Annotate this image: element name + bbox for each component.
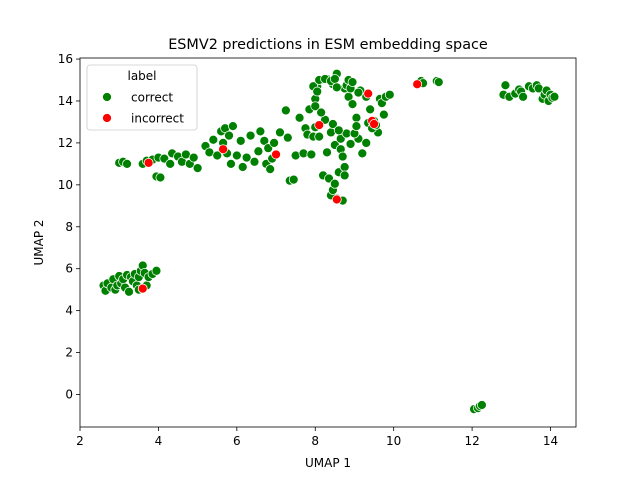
point-correct bbox=[331, 82, 342, 93]
series-correct bbox=[98, 68, 560, 415]
point-correct bbox=[549, 91, 560, 102]
legend-marker-correct bbox=[102, 92, 112, 102]
point-correct bbox=[282, 132, 293, 143]
point-correct bbox=[310, 101, 321, 112]
x-tick-label: 6 bbox=[233, 434, 241, 448]
y-tick-label: 14 bbox=[58, 94, 73, 108]
x-tick-label: 14 bbox=[543, 434, 558, 448]
point-correct bbox=[329, 74, 340, 84]
x-axis: 2 4 6 8 10 12 14 bbox=[76, 427, 558, 448]
point-correct bbox=[122, 159, 132, 169]
point-correct bbox=[269, 138, 279, 148]
legend: label correct incorrect bbox=[86, 64, 198, 131]
point-correct bbox=[188, 152, 199, 163]
legend-marker-incorrect bbox=[102, 113, 112, 123]
point-correct bbox=[192, 163, 203, 173]
point-correct bbox=[151, 265, 162, 276]
point-correct bbox=[245, 130, 256, 141]
point-correct bbox=[249, 156, 260, 167]
point-correct bbox=[333, 125, 344, 136]
point-incorrect bbox=[314, 120, 325, 130]
x-tick-label: 12 bbox=[464, 434, 479, 448]
point-correct bbox=[294, 112, 305, 123]
point-correct bbox=[347, 77, 358, 87]
point-correct bbox=[433, 77, 444, 87]
point-correct bbox=[312, 86, 323, 97]
point-incorrect bbox=[271, 149, 281, 160]
y-tick-label: 12 bbox=[58, 136, 73, 150]
point-correct bbox=[165, 159, 176, 169]
y-tick-label: 0 bbox=[65, 388, 73, 402]
point-correct bbox=[518, 91, 528, 102]
y-tick-label: 4 bbox=[65, 304, 73, 318]
point-correct bbox=[224, 130, 234, 141]
plot-area bbox=[98, 68, 560, 415]
point-correct bbox=[280, 105, 291, 116]
point-correct bbox=[212, 150, 223, 161]
point-correct bbox=[306, 149, 317, 160]
point-correct bbox=[228, 121, 238, 132]
y-axis: 0 2 4 6 8 10 12 14 16 bbox=[58, 52, 80, 402]
point-correct bbox=[322, 147, 332, 158]
point-incorrect bbox=[218, 144, 228, 155]
point-correct bbox=[241, 152, 252, 163]
point-correct bbox=[353, 87, 364, 98]
point-correct bbox=[288, 174, 299, 185]
y-tick-label: 2 bbox=[65, 346, 73, 360]
y-tick-label: 6 bbox=[65, 262, 73, 276]
y-tick-label: 16 bbox=[58, 52, 73, 66]
point-correct bbox=[237, 162, 248, 172]
point-correct bbox=[265, 164, 276, 174]
point-incorrect bbox=[137, 283, 148, 294]
point-correct bbox=[155, 172, 166, 183]
point-correct bbox=[235, 135, 246, 146]
x-axis-label: UMAP 1 bbox=[305, 456, 351, 470]
point-correct bbox=[328, 119, 338, 129]
point-incorrect bbox=[331, 194, 342, 205]
x-tick-label: 4 bbox=[155, 434, 163, 448]
y-tick-label: 10 bbox=[58, 178, 73, 192]
legend-label-incorrect: incorrect bbox=[131, 112, 184, 126]
point-correct bbox=[124, 286, 134, 297]
point-correct bbox=[477, 400, 487, 410]
point-correct bbox=[208, 134, 219, 145]
point-correct bbox=[275, 127, 285, 138]
legend-box bbox=[86, 64, 198, 131]
point-correct bbox=[351, 121, 362, 132]
point-correct bbox=[345, 139, 356, 149]
point-correct bbox=[361, 138, 372, 148]
point-correct bbox=[314, 131, 325, 142]
point-correct bbox=[365, 104, 376, 115]
point-incorrect bbox=[412, 79, 423, 90]
point-correct bbox=[339, 170, 350, 181]
x-tick-label: 10 bbox=[386, 434, 401, 448]
point-correct bbox=[357, 148, 368, 159]
point-correct bbox=[253, 146, 264, 157]
point-correct bbox=[339, 162, 350, 172]
legend-title: label bbox=[127, 69, 156, 83]
point-correct bbox=[347, 99, 358, 110]
point-incorrect bbox=[143, 157, 154, 168]
y-tick-label: 8 bbox=[65, 220, 73, 234]
legend-label-correct: correct bbox=[131, 91, 173, 105]
point-correct bbox=[351, 112, 362, 123]
point-incorrect bbox=[363, 88, 374, 99]
point-correct bbox=[316, 107, 327, 118]
point-correct bbox=[500, 80, 511, 91]
point-correct bbox=[378, 109, 389, 120]
y-axis-label: UMAP 2 bbox=[32, 219, 46, 265]
point-correct bbox=[329, 178, 340, 189]
point-incorrect bbox=[369, 119, 379, 129]
axes-frame bbox=[79, 57, 577, 428]
point-correct bbox=[384, 89, 395, 100]
chart-title: ESMV2 predictions in ESM embedding space bbox=[168, 37, 488, 53]
series-incorrect bbox=[137, 79, 423, 294]
point-correct bbox=[255, 126, 266, 137]
point-correct bbox=[226, 159, 236, 169]
x-tick-label: 2 bbox=[76, 434, 84, 448]
point-correct bbox=[337, 151, 348, 162]
point-correct bbox=[231, 150, 242, 161]
x-tick-label: 8 bbox=[311, 434, 319, 448]
